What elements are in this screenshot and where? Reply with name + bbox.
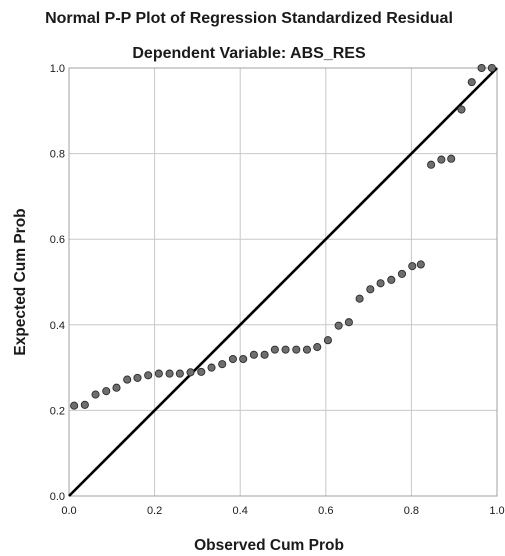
data-point bbox=[218, 360, 227, 369]
x-tick-label: 0.8 bbox=[404, 505, 419, 517]
data-point bbox=[437, 155, 446, 164]
data-point bbox=[355, 294, 364, 303]
data-point bbox=[334, 321, 343, 330]
x-axis-title: Observed Cum Prob bbox=[194, 537, 344, 554]
data-point bbox=[467, 78, 476, 87]
data-point bbox=[102, 387, 111, 396]
y-tick-labels: 0.0 0.2 0.4 0.6 0.8 1.0 bbox=[50, 63, 65, 503]
data-point bbox=[70, 401, 79, 410]
data-point bbox=[397, 269, 407, 278]
data-point bbox=[260, 350, 269, 359]
data-point bbox=[292, 345, 301, 354]
data-point bbox=[228, 354, 237, 364]
data-point bbox=[376, 279, 385, 288]
data-point bbox=[154, 369, 163, 378]
x-tick-label: 0.4 bbox=[233, 505, 248, 517]
data-point bbox=[427, 160, 436, 169]
data-point bbox=[323, 336, 332, 345]
chart-title: Normal P-P Plot of Regression Standardiz… bbox=[45, 10, 453, 27]
data-point bbox=[144, 371, 153, 380]
y-tick-label: 1.0 bbox=[50, 63, 65, 75]
y-tick-label: 0.0 bbox=[50, 491, 65, 503]
y-tick-label: 0.4 bbox=[50, 320, 65, 332]
data-point bbox=[239, 354, 248, 364]
data-point bbox=[457, 105, 466, 114]
data-point bbox=[302, 345, 312, 354]
y-axis-title: Expected Cum Prob bbox=[12, 208, 29, 355]
data-point bbox=[197, 367, 206, 376]
data-point bbox=[270, 345, 279, 354]
data-point bbox=[281, 345, 290, 354]
chart-subtitle: Dependent Variable: ABS_RES bbox=[132, 45, 366, 62]
data-point bbox=[123, 375, 132, 384]
data-point bbox=[165, 369, 174, 378]
data-point bbox=[207, 363, 216, 372]
x-tick-label: 0.0 bbox=[61, 505, 76, 517]
data-point bbox=[416, 260, 425, 269]
data-point bbox=[366, 285, 375, 294]
y-tick-label: 0.2 bbox=[50, 405, 65, 417]
data-point bbox=[133, 373, 142, 382]
data-point bbox=[175, 369, 184, 378]
x-tick-label: 1.0 bbox=[489, 505, 504, 517]
grid bbox=[69, 68, 497, 496]
x-tick-label: 0.6 bbox=[318, 505, 333, 517]
x-tick-labels: 0.0 0.2 0.4 0.6 0.8 1.0 bbox=[61, 505, 504, 517]
data-point bbox=[447, 154, 456, 163]
data-point bbox=[112, 383, 121, 392]
data-point bbox=[186, 368, 195, 377]
data-point bbox=[91, 390, 100, 399]
data-point bbox=[344, 318, 353, 327]
data-point bbox=[487, 63, 496, 73]
reference-line bbox=[68, 67, 498, 497]
plot-frame bbox=[68, 67, 498, 497]
data-point bbox=[80, 400, 89, 409]
x-tick-label: 0.2 bbox=[147, 505, 162, 517]
data-point bbox=[249, 350, 258, 359]
data-point bbox=[387, 275, 396, 284]
y-tick-label: 0.6 bbox=[50, 234, 65, 246]
y-tick-label: 0.8 bbox=[50, 149, 65, 161]
data-point bbox=[477, 63, 486, 73]
data-point bbox=[313, 343, 322, 352]
data-points bbox=[70, 63, 496, 410]
data-point bbox=[408, 262, 417, 271]
